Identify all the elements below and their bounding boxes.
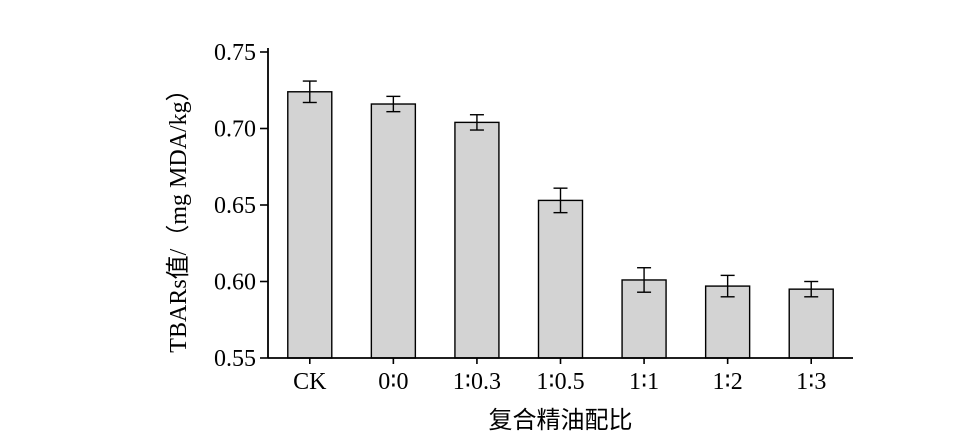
x-tick-label-6: 1∶3: [796, 369, 826, 395]
error-bars-group: [302, 80, 819, 298]
x-axis-title: 复合精油配比: [489, 407, 633, 434]
bar-2: [454, 121, 500, 359]
bar-6: [788, 288, 834, 359]
y-tick-label-1: 0.60: [214, 270, 256, 296]
x-tick-label-2: 1∶0.3: [453, 369, 501, 395]
bar-3: [537, 199, 584, 359]
y-tick-label-0: 0.55: [214, 346, 256, 372]
y-tick-label-3: 0.70: [214, 117, 256, 143]
x-tick-label-3: 1∶0.5: [536, 369, 584, 395]
x-tick-label-4: 1∶1: [629, 369, 659, 395]
x-tick-label-1: 0∶0: [378, 369, 408, 395]
y-tick-label-2: 0.65: [214, 193, 256, 219]
bar-5: [704, 285, 751, 359]
bar-4: [621, 279, 667, 359]
bar-1: [370, 103, 417, 359]
axes-group: [260, 48, 853, 364]
bar-0: [287, 91, 333, 359]
y-axis-title: TBARs值/（mg MDA/kg）: [165, 77, 192, 352]
x-tick-label-5: 1∶2: [713, 369, 743, 395]
labels-group: CK 0∶0 1∶0.3 1∶0.5 1∶1 1∶2 1∶3 0.55 0.60 0.65 0.70…: [165, 40, 826, 434]
y-tick-label-4: 0.75: [214, 40, 256, 66]
bars-group: [287, 91, 834, 359]
x-tick-label-0: CK: [293, 369, 327, 395]
